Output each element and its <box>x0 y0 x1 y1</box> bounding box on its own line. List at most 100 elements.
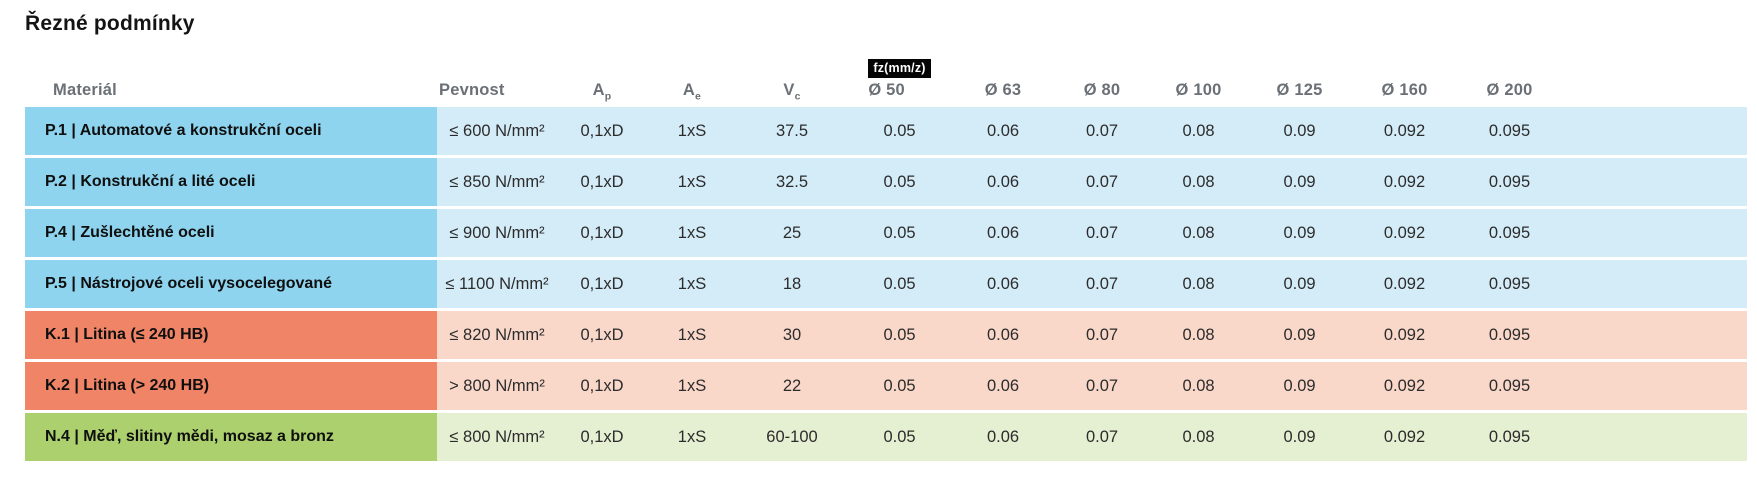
fz-cell: 0.07 <box>1054 158 1150 206</box>
fz-cell: 0.07 <box>1054 107 1150 155</box>
col-header-diameter: Ø 125 <box>1247 59 1352 104</box>
col-header-diameter: Ø 80 <box>1054 59 1150 104</box>
col-header-diameter: fz(mm/z) Ø 50 <box>847 59 952 104</box>
row-filler <box>1562 107 1747 155</box>
vc-cell: 30 <box>737 311 847 359</box>
table-row: K.1 | Litina (≤ 240 HB) ≤ 820 N/mm² 0,1xD 1… <box>25 311 1747 359</box>
pevnost-cell: ≤ 800 N/mm² <box>437 413 557 461</box>
fz-cell: 0.06 <box>952 209 1054 257</box>
fz-cell: 0.06 <box>952 260 1054 308</box>
ae-cell: 1xS <box>647 362 737 410</box>
diameter-label: Ø 125 <box>1276 81 1323 99</box>
ap-cell: 0,1xD <box>557 362 647 410</box>
row-filler <box>1562 209 1747 257</box>
ae-cell: 1xS <box>647 311 737 359</box>
row-filler <box>1562 362 1747 410</box>
fz-cell: 0.095 <box>1457 158 1562 206</box>
fz-cell: 0.05 <box>847 209 952 257</box>
ap-subscript: p <box>604 90 612 103</box>
col-header-diameter: Ø 160 <box>1352 59 1457 104</box>
ae-cell: 1xS <box>647 413 737 461</box>
fz-cell: 0.092 <box>1352 260 1457 308</box>
fz-cell: 0.07 <box>1054 209 1150 257</box>
fz-cell: 0.05 <box>847 260 952 308</box>
col-header-ap: Ap <box>557 59 647 104</box>
vc-cell: 37.5 <box>737 107 847 155</box>
col-header-diameter: Ø 63 <box>952 59 1054 104</box>
table-body: P.1 | Automatové a konstrukční oceli ≤ 60… <box>25 107 1747 461</box>
fz-cell: 0.08 <box>1150 311 1247 359</box>
row-filler <box>1562 158 1747 206</box>
fz-cell: 0.095 <box>1457 209 1562 257</box>
fz-cell: 0.08 <box>1150 107 1247 155</box>
ae-cell: 1xS <box>647 260 737 308</box>
fz-cell: 0.09 <box>1247 158 1352 206</box>
pevnost-cell: ≤ 600 N/mm² <box>437 107 557 155</box>
vc-cell: 60-100 <box>737 413 847 461</box>
header-row: Materiál Pevnost Ap Ae Vc fz(mm/z) Ø 50 Ø … <box>25 59 1747 104</box>
material-cell: N.4 | Měď, slitiny mědi, mosaz a bronz <box>25 413 437 461</box>
fz-cell: 0.092 <box>1352 107 1457 155</box>
fz-cell: 0.06 <box>952 362 1054 410</box>
vc-cell: 22 <box>737 362 847 410</box>
fz-cell: 0.07 <box>1054 413 1150 461</box>
table-header: Materiál Pevnost Ap Ae Vc fz(mm/z) Ø 50 Ø … <box>25 59 1747 104</box>
diameter-label: Ø 160 <box>1381 81 1428 99</box>
vc-cell: 25 <box>737 209 847 257</box>
fz-cell: 0.06 <box>952 158 1054 206</box>
fz-cell: 0.05 <box>847 362 952 410</box>
ae-cell: 1xS <box>647 107 737 155</box>
col-header-diameter: Ø 200 <box>1457 59 1562 104</box>
ap-cell: 0,1xD <box>557 107 647 155</box>
ae-cell: 1xS <box>647 158 737 206</box>
table-row: N.4 | Měď, slitiny mědi, mosaz a bronz ≤ … <box>25 413 1747 461</box>
fz-cell: 0.09 <box>1247 362 1352 410</box>
col-header-ae: Ae <box>647 59 737 104</box>
fz-cell: 0.092 <box>1352 311 1457 359</box>
fz-cell: 0.09 <box>1247 209 1352 257</box>
ap-cell: 0,1xD <box>557 311 647 359</box>
material-cell: P.4 | Zušlechtěné oceli <box>25 209 437 257</box>
material-cell: P.2 | Konstrukční a lité oceli <box>25 158 437 206</box>
ap-symbol: A <box>592 81 605 99</box>
page-title: Řezné podmínky <box>25 12 195 35</box>
table-row: P.2 | Konstrukční a lité oceli ≤ 850 N/mm… <box>25 158 1747 206</box>
material-cell: P.5 | Nástrojové oceli vysocelegované <box>25 260 437 308</box>
ap-cell: 0,1xD <box>557 158 647 206</box>
fz-cell: 0.092 <box>1352 158 1457 206</box>
fz-cell: 0.06 <box>952 107 1054 155</box>
ap-cell: 0,1xD <box>557 413 647 461</box>
vc-subscript: c <box>794 90 801 103</box>
fz-cell: 0.092 <box>1352 209 1457 257</box>
table-row: P.4 | Zušlechtěné oceli ≤ 900 N/mm² 0,1xD 1… <box>25 209 1747 257</box>
fz-cell: 0.095 <box>1457 107 1562 155</box>
fz-cell: 0.095 <box>1457 311 1562 359</box>
ap-cell: 0,1xD <box>557 209 647 257</box>
material-cell: P.1 | Automatové a konstrukční oceli <box>25 107 437 155</box>
fz-cell: 0.06 <box>952 311 1054 359</box>
row-filler <box>1562 311 1747 359</box>
fz-cell: 0.08 <box>1150 209 1247 257</box>
col-header-pevnost: Pevnost <box>439 81 505 99</box>
col-header-diameter: Ø 100 <box>1150 59 1247 104</box>
fz-unit-badge: fz(mm/z) <box>868 59 931 78</box>
pevnost-cell: ≤ 820 N/mm² <box>437 311 557 359</box>
fz-cell: 0.092 <box>1352 413 1457 461</box>
fz-cell: 0.07 <box>1054 311 1150 359</box>
header-filler <box>1562 59 1747 104</box>
fz-cell: 0.05 <box>847 107 952 155</box>
ae-symbol: A <box>682 81 696 99</box>
pevnost-cell: ≤ 900 N/mm² <box>437 209 557 257</box>
fz-cell: 0.095 <box>1457 362 1562 410</box>
pevnost-cell: > 800 N/mm² <box>437 362 557 410</box>
material-cell: K.1 | Litina (≤ 240 HB) <box>25 311 437 359</box>
fz-cell: 0.05 <box>847 413 952 461</box>
diameter-label: Ø 100 <box>1175 81 1222 99</box>
diameter-label: Ø 80 <box>1083 81 1121 99</box>
vc-cell: 32.5 <box>737 158 847 206</box>
table-row: K.2 | Litina (> 240 HB) > 800 N/mm² 0,1xD 1… <box>25 362 1747 410</box>
fz-cell: 0.05 <box>847 158 952 206</box>
col-header-vc: Vc <box>737 59 847 104</box>
cutting-conditions-table: Materiál Pevnost Ap Ae Vc fz(mm/z) Ø 50 Ø … <box>25 56 1747 464</box>
fz-cell: 0.07 <box>1054 362 1150 410</box>
